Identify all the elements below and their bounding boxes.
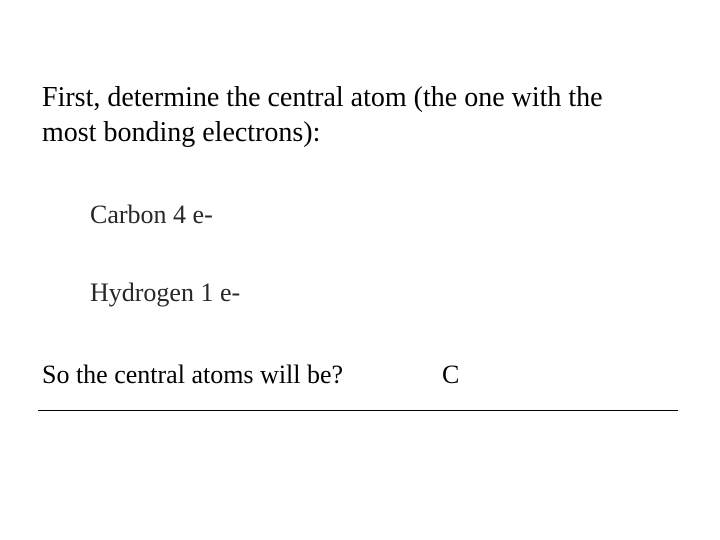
list-item: Carbon 4 e- [90, 200, 213, 230]
list-item: Hydrogen 1 e- [90, 278, 240, 308]
slide: First, determine the central atom (the o… [0, 0, 720, 540]
answer-text: C [442, 360, 459, 390]
horizontal-rule [38, 410, 678, 411]
question-text: So the central atoms will be? [42, 360, 343, 390]
slide-heading: First, determine the central atom (the o… [42, 80, 662, 150]
